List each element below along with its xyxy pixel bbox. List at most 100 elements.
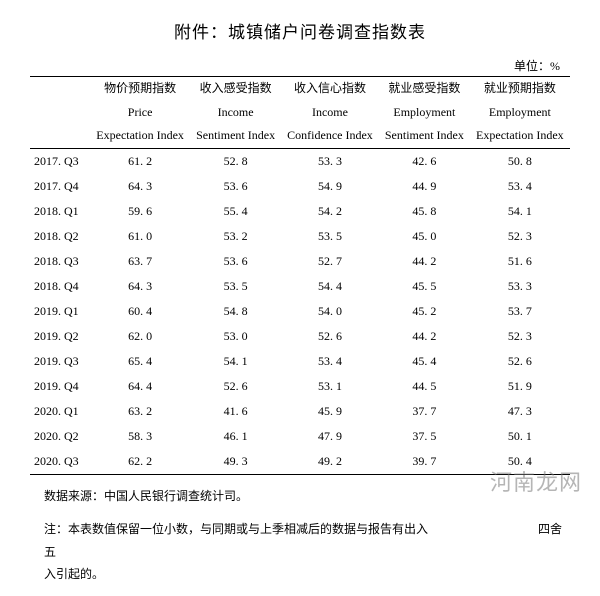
value-cell: 55. 4 bbox=[190, 199, 281, 224]
value-cell: 54. 1 bbox=[470, 199, 570, 224]
value-cell: 52. 6 bbox=[470, 349, 570, 374]
value-cell: 61. 0 bbox=[90, 224, 190, 249]
value-cell: 53. 4 bbox=[281, 349, 379, 374]
table-row: 2018. Q363. 753. 652. 744. 251. 6 bbox=[30, 249, 570, 274]
value-cell: 63. 2 bbox=[90, 399, 190, 424]
period-cell: 2020. Q3 bbox=[30, 449, 90, 475]
table-row: 2020. Q258. 346. 147. 937. 550. 1 bbox=[30, 424, 570, 449]
col-emp-sent-en1: Employment bbox=[379, 101, 470, 125]
value-cell: 52. 3 bbox=[470, 224, 570, 249]
period-cell: 2019. Q4 bbox=[30, 374, 90, 399]
table-row: 2020. Q163. 241. 645. 937. 747. 3 bbox=[30, 399, 570, 424]
value-cell: 53. 3 bbox=[470, 274, 570, 299]
value-cell: 53. 3 bbox=[281, 148, 379, 174]
value-cell: 54. 1 bbox=[190, 349, 281, 374]
data-source: 数据来源：中国人民银行调查统计司。 bbox=[30, 487, 570, 504]
value-cell: 49. 2 bbox=[281, 449, 379, 475]
value-cell: 53. 6 bbox=[190, 174, 281, 199]
footnote: 注：本表数值保留一位小数，与同期或与上季相减后的数据与报告有出入四舍五 入引起的… bbox=[30, 518, 570, 586]
value-cell: 53. 7 bbox=[470, 299, 570, 324]
index-table: 物价预期指数 收入感受指数 收入信心指数 就业感受指数 就业预期指数 Price… bbox=[30, 76, 570, 475]
table-row: 2017. Q464. 353. 654. 944. 953. 4 bbox=[30, 174, 570, 199]
value-cell: 51. 9 bbox=[470, 374, 570, 399]
value-cell: 54. 9 bbox=[281, 174, 379, 199]
value-cell: 44. 2 bbox=[379, 324, 470, 349]
col-income-sent-cn: 收入感受指数 bbox=[190, 77, 281, 101]
value-cell: 53. 5 bbox=[281, 224, 379, 249]
value-cell: 52. 7 bbox=[281, 249, 379, 274]
value-cell: 51. 6 bbox=[470, 249, 570, 274]
period-cell: 2019. Q2 bbox=[30, 324, 90, 349]
value-cell: 53. 2 bbox=[190, 224, 281, 249]
period-cell: 2020. Q1 bbox=[30, 399, 90, 424]
value-cell: 54. 4 bbox=[281, 274, 379, 299]
col-income-sent-en2: Sentiment Index bbox=[190, 124, 281, 148]
value-cell: 47. 3 bbox=[470, 399, 570, 424]
value-cell: 54. 0 bbox=[281, 299, 379, 324]
table-row: 2018. Q464. 353. 554. 445. 553. 3 bbox=[30, 274, 570, 299]
value-cell: 64. 4 bbox=[90, 374, 190, 399]
col-emp-sent-cn: 就业感受指数 bbox=[379, 77, 470, 101]
table-row: 2019. Q160. 454. 854. 045. 253. 7 bbox=[30, 299, 570, 324]
header-row-cn: 物价预期指数 收入感受指数 收入信心指数 就业感受指数 就业预期指数 bbox=[30, 77, 570, 101]
value-cell: 64. 3 bbox=[90, 174, 190, 199]
value-cell: 60. 4 bbox=[90, 299, 190, 324]
header-row-en1: Price Income Income Employment Employmen… bbox=[30, 101, 570, 125]
unit-label: 单位：% bbox=[30, 57, 570, 74]
value-cell: 58. 3 bbox=[90, 424, 190, 449]
period-cell: 2019. Q1 bbox=[30, 299, 90, 324]
value-cell: 53. 0 bbox=[190, 324, 281, 349]
header-row-en2: Expectation Index Sentiment Index Confid… bbox=[30, 124, 570, 148]
value-cell: 50. 8 bbox=[470, 148, 570, 174]
value-cell: 50. 4 bbox=[470, 449, 570, 475]
period-cell: 2018. Q2 bbox=[30, 224, 90, 249]
table-row: 2017. Q361. 252. 853. 342. 650. 8 bbox=[30, 148, 570, 174]
period-cell: 2018. Q1 bbox=[30, 199, 90, 224]
value-cell: 52. 8 bbox=[190, 148, 281, 174]
col-income-conf-en2: Confidence Index bbox=[281, 124, 379, 148]
col-emp-exp-cn: 就业预期指数 bbox=[470, 77, 570, 101]
table-row: 2018. Q159. 655. 454. 245. 854. 1 bbox=[30, 199, 570, 224]
period-cell: 2017. Q4 bbox=[30, 174, 90, 199]
table-row: 2019. Q464. 452. 653. 144. 551. 9 bbox=[30, 374, 570, 399]
table-row: 2019. Q365. 454. 153. 445. 452. 6 bbox=[30, 349, 570, 374]
value-cell: 41. 6 bbox=[190, 399, 281, 424]
table-title: 附件：城镇储户问卷调查指数表 bbox=[30, 18, 570, 43]
table-row: 2020. Q362. 249. 349. 239. 750. 4 bbox=[30, 449, 570, 475]
value-cell: 44. 5 bbox=[379, 374, 470, 399]
col-emp-sent-en2: Sentiment Index bbox=[379, 124, 470, 148]
value-cell: 45. 5 bbox=[379, 274, 470, 299]
value-cell: 49. 3 bbox=[190, 449, 281, 475]
value-cell: 45. 0 bbox=[379, 224, 470, 249]
value-cell: 42. 6 bbox=[379, 148, 470, 174]
value-cell: 50. 1 bbox=[470, 424, 570, 449]
col-emp-exp-en1: Employment bbox=[470, 101, 570, 125]
col-income-conf-en1: Income bbox=[281, 101, 379, 125]
value-cell: 47. 9 bbox=[281, 424, 379, 449]
value-cell: 52. 3 bbox=[470, 324, 570, 349]
period-cell: 2018. Q3 bbox=[30, 249, 90, 274]
col-price-en1: Price bbox=[90, 101, 190, 125]
value-cell: 45. 8 bbox=[379, 199, 470, 224]
value-cell: 62. 2 bbox=[90, 449, 190, 475]
col-price-en2: Expectation Index bbox=[90, 124, 190, 148]
value-cell: 62. 0 bbox=[90, 324, 190, 349]
value-cell: 54. 8 bbox=[190, 299, 281, 324]
value-cell: 45. 9 bbox=[281, 399, 379, 424]
col-emp-exp-en2: Expectation Index bbox=[470, 124, 570, 148]
value-cell: 37. 7 bbox=[379, 399, 470, 424]
value-cell: 64. 3 bbox=[90, 274, 190, 299]
col-income-sent-en1: Income bbox=[190, 101, 281, 125]
col-price-cn: 物价预期指数 bbox=[90, 77, 190, 101]
value-cell: 53. 4 bbox=[470, 174, 570, 199]
value-cell: 46. 1 bbox=[190, 424, 281, 449]
period-cell: 2017. Q3 bbox=[30, 148, 90, 174]
period-cell: 2018. Q4 bbox=[30, 274, 90, 299]
col-period bbox=[30, 77, 90, 101]
col-income-conf-cn: 收入信心指数 bbox=[281, 77, 379, 101]
value-cell: 63. 7 bbox=[90, 249, 190, 274]
value-cell: 53. 5 bbox=[190, 274, 281, 299]
value-cell: 52. 6 bbox=[281, 324, 379, 349]
value-cell: 61. 2 bbox=[90, 148, 190, 174]
value-cell: 52. 6 bbox=[190, 374, 281, 399]
